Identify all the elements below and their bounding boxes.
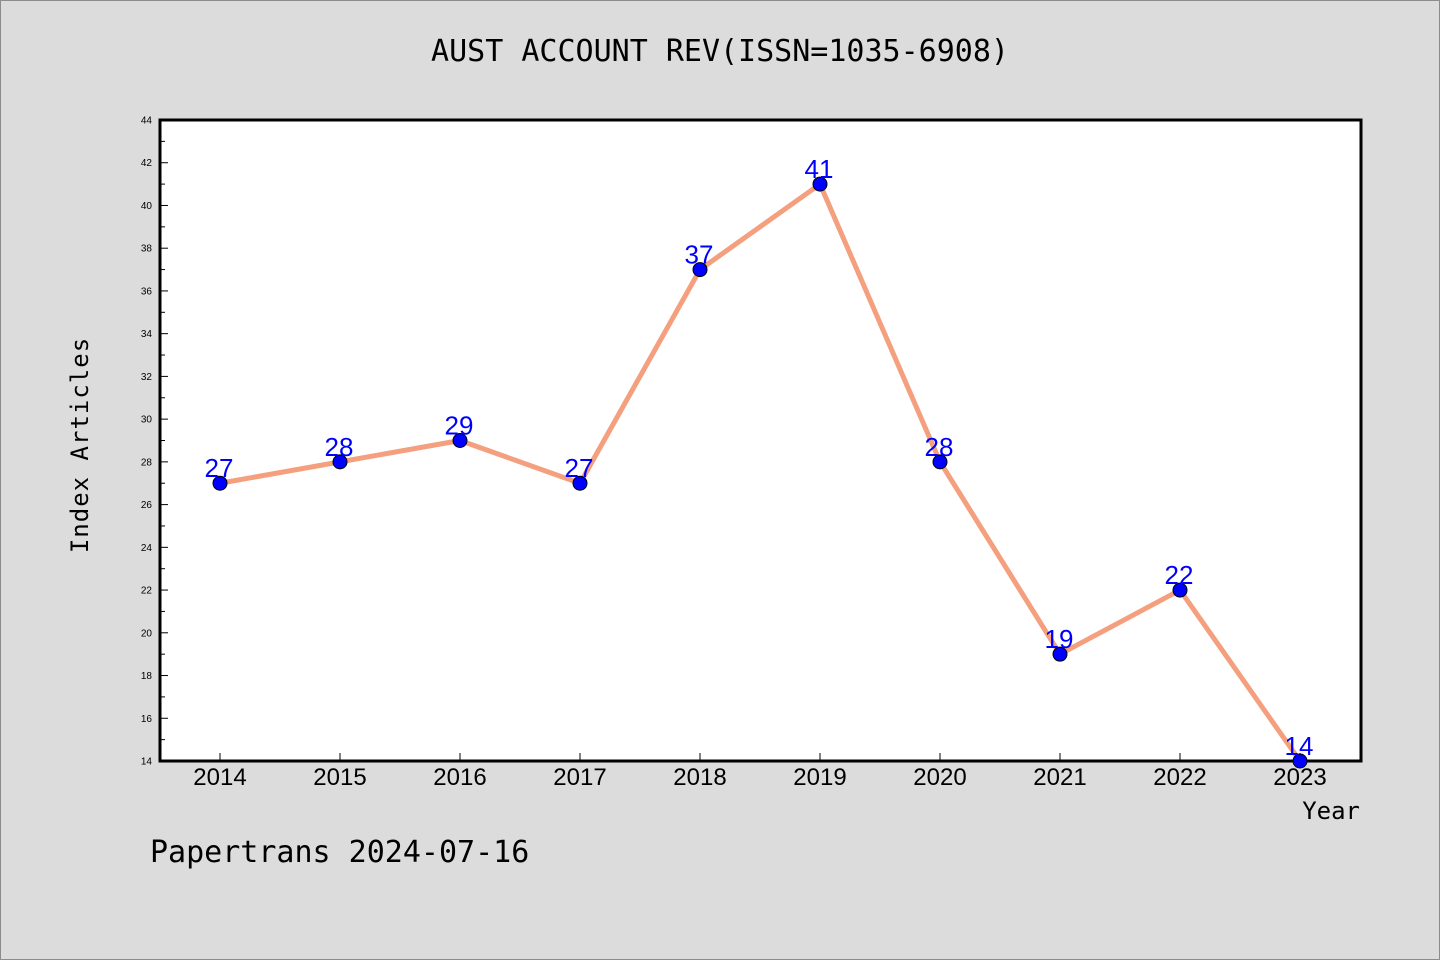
- y-tick-label: 44: [141, 116, 153, 127]
- y-tick-label: 16: [141, 714, 153, 725]
- x-tick-label: 2018: [673, 764, 726, 791]
- series-line: [217, 181, 1303, 764]
- data-label: 29: [445, 411, 474, 441]
- x-axis-label: Year: [1302, 797, 1360, 825]
- y-tick-label: 34: [141, 329, 153, 340]
- data-label: 14: [1285, 731, 1314, 761]
- x-tick-label: 2017: [553, 764, 606, 791]
- series-group: [212, 176, 1308, 769]
- x-tick-label: 2019: [793, 764, 846, 791]
- data-label: 19: [1045, 624, 1074, 654]
- y-tick-label: 24: [141, 543, 153, 554]
- data-label: 28: [925, 432, 954, 462]
- data-label: 37: [685, 240, 714, 270]
- y-tick-label: 30: [141, 415, 153, 426]
- data-label: 28: [325, 432, 354, 462]
- data-point: [1052, 646, 1068, 662]
- data-label: 27: [565, 453, 594, 483]
- y-tick-label: 28: [141, 457, 153, 468]
- data-point: [212, 475, 228, 491]
- x-tick-label: 2022: [1153, 764, 1206, 791]
- y-axis: 14 16 18 20 22 24 26 28 30 32 34 36 38 40 42 44: [141, 116, 168, 768]
- x-tick-label: 2015: [313, 764, 366, 791]
- y-tick-label: 38: [141, 244, 153, 255]
- x-tick-label: 2016: [433, 764, 486, 791]
- data-label: 22: [1165, 560, 1194, 590]
- x-tick-label: 2020: [913, 764, 966, 791]
- y-tick-label: 14: [141, 757, 153, 768]
- y-tick-label: 40: [141, 201, 153, 212]
- data-point: [932, 454, 948, 470]
- data-point: [812, 176, 828, 192]
- data-point: [332, 454, 348, 470]
- y-tick-label: 20: [141, 628, 153, 639]
- data-point: [1292, 753, 1308, 769]
- y-tick-label: 32: [141, 372, 153, 383]
- data-label: 27: [205, 453, 234, 483]
- data-point: [572, 475, 588, 491]
- data-point: [1172, 582, 1188, 598]
- data-point: [452, 433, 468, 448]
- y-tick-label: 18: [141, 671, 153, 682]
- y-tick-label: 22: [141, 586, 153, 597]
- chart-title: AUST ACCOUNT REV(ISSN=1035-6908): [431, 34, 1009, 69]
- x-tick-label: 2014: [193, 764, 246, 791]
- y-tick-label: 26: [141, 500, 153, 511]
- footer-stamp: Papertrans 2024-07-16: [150, 835, 530, 870]
- data-label: 41: [805, 154, 834, 184]
- y-tick-label: 36: [141, 286, 153, 297]
- x-axis: 2014 2015 2016 2017 2018 2019 2020 2021 2022 2023: [193, 753, 1327, 791]
- data-point: [692, 262, 708, 278]
- data-labels: 27 28 29 27 37 41 28 19 22 14: [205, 154, 1314, 761]
- y-tick-label: 42: [141, 158, 153, 169]
- x-tick-label: 2021: [1033, 764, 1086, 791]
